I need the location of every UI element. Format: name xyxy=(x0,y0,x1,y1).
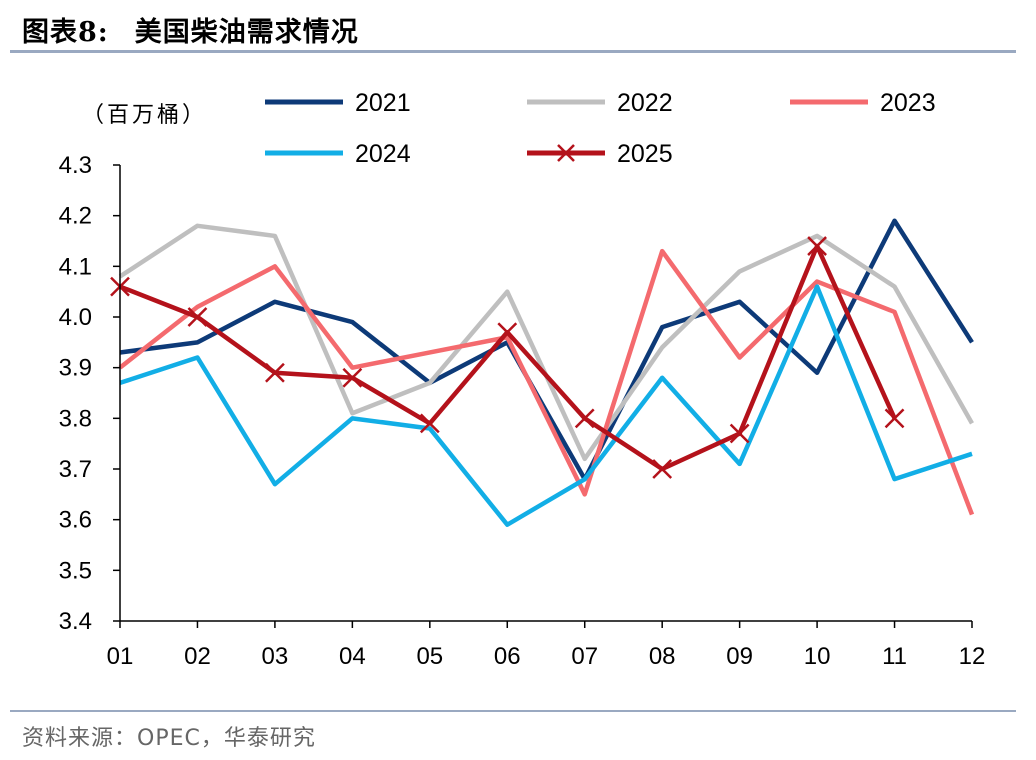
y-axis-ticks: 4.3 4.2 4.1 4.0 3.9 3.8 3.7 3.6 3.5 3.4 xyxy=(59,152,120,635)
y-tick-label: 3.7 xyxy=(59,456,92,483)
line-chart: （百万桶） 2021 2022 2023 2024 2025 4.3 4.2 4.1 4.0 3… xyxy=(59,89,986,670)
y-unit-label: （百万桶） xyxy=(82,102,207,127)
x-tick-label: 12 xyxy=(959,643,986,670)
legend-label-2021: 2021 xyxy=(355,89,411,117)
y-tick-label: 3.6 xyxy=(59,507,92,534)
x-tick-label: 07 xyxy=(571,643,598,670)
x-tick-label: 10 xyxy=(804,643,831,670)
x-tick-label: 03 xyxy=(262,643,289,670)
figure-label: 图表8: xyxy=(22,17,109,48)
series-lines xyxy=(110,218,975,527)
series-marker-2025 xyxy=(342,367,363,388)
series-marker-2025 xyxy=(419,413,440,434)
y-tick-label: 3.9 xyxy=(59,355,92,382)
source-note: 资料来源：OPEC，华泰研究 xyxy=(22,726,316,751)
series-line-2024 xyxy=(119,284,973,527)
y-tick-label: 4.2 xyxy=(59,203,92,230)
x-tick-label: 01 xyxy=(107,643,134,670)
legend-label-2023: 2023 xyxy=(880,89,936,117)
legend-label-2025: 2025 xyxy=(617,140,673,168)
series-line-2023 xyxy=(118,248,975,516)
series-marker-2025 xyxy=(187,307,208,327)
y-tick-label: 3.8 xyxy=(59,405,92,432)
series-marker-2025 xyxy=(574,408,595,429)
legend-label-2022: 2022 xyxy=(617,89,673,117)
y-tick-label: 4.0 xyxy=(59,304,92,331)
series-marker-2025 xyxy=(652,459,673,479)
figure-title-text: 美国柴油需求情况 xyxy=(134,17,359,48)
y-tick-label: 4.3 xyxy=(59,152,92,179)
x-tick-label: 02 xyxy=(184,643,211,670)
legend-label-2024: 2024 xyxy=(355,140,411,168)
y-tick-label: 3.4 xyxy=(59,608,92,635)
series-line-2025 xyxy=(119,243,897,472)
x-tick-label: 05 xyxy=(416,643,443,670)
x-tick-label: 08 xyxy=(649,643,676,670)
series-marker-2025 xyxy=(884,408,905,429)
top-divider xyxy=(10,50,1016,53)
x-tick-label: 06 xyxy=(494,643,521,670)
series-marker-2025 xyxy=(729,423,750,444)
x-axis-ticks: 01 02 03 04 05 06 07 08 09 10 11 12 xyxy=(107,621,986,670)
y-tick-label: 3.5 xyxy=(59,557,92,584)
series-line-2022 xyxy=(118,223,974,462)
legend: 2021 2022 2023 2024 2025 xyxy=(265,89,936,168)
series-marker-2025 xyxy=(265,362,285,383)
x-tick-label: 09 xyxy=(726,643,753,670)
series-marker-2025 xyxy=(807,236,827,256)
y-tick-label: 4.1 xyxy=(59,253,92,280)
bottom-divider xyxy=(10,710,1016,712)
figure-title: 图表8: 美国柴油需求情况 xyxy=(22,10,359,49)
series-marker-2025 xyxy=(497,322,518,343)
x-tick-label: 04 xyxy=(339,643,366,670)
x-tick-label: 11 xyxy=(882,643,907,670)
legend-marker-2025 xyxy=(557,144,575,162)
